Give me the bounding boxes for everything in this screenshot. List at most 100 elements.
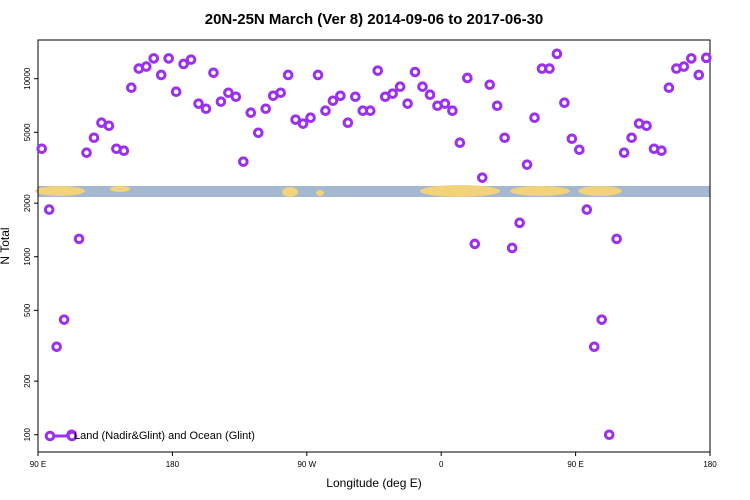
data-point — [312, 69, 324, 81]
legend-marker — [44, 430, 56, 442]
data-point — [566, 133, 578, 145]
x-axis-label: Longitude (deg E) — [326, 476, 421, 490]
data-point — [193, 98, 204, 109]
data-point — [223, 87, 234, 99]
data-point — [178, 58, 189, 70]
data-point — [447, 105, 458, 117]
data-point — [559, 97, 570, 109]
data-point — [678, 61, 690, 72]
data-point — [245, 107, 257, 119]
data-point — [275, 87, 286, 99]
data-point — [163, 53, 174, 64]
data-point — [618, 147, 630, 159]
data-point — [51, 341, 62, 353]
data-point — [663, 82, 675, 94]
data-point — [282, 69, 294, 81]
y-tick-label: 2000 — [23, 194, 32, 212]
x-tick-label: 90 E — [567, 460, 583, 469]
y-tick-label: 100 — [23, 428, 32, 442]
data-point — [103, 120, 115, 132]
map-strip — [35, 185, 710, 197]
data-point — [335, 90, 346, 102]
data-point — [81, 147, 92, 159]
y-tick-label: 1000 — [23, 247, 32, 265]
data-point — [260, 103, 272, 115]
data-point — [58, 314, 70, 325]
x-tick-label: 180 — [166, 460, 180, 469]
y-tick-label: 10000 — [23, 67, 32, 90]
data-point — [611, 233, 622, 245]
plot-frame — [37, 39, 711, 453]
data-point — [626, 132, 637, 144]
x-tick-label: 0 — [439, 460, 444, 469]
data-point — [126, 82, 137, 94]
data-point — [350, 91, 361, 103]
data-point — [514, 217, 525, 229]
data-point — [387, 88, 398, 99]
x-tick-label: 90 W — [297, 460, 316, 469]
data-point — [424, 89, 436, 101]
data-point — [529, 112, 540, 123]
data-point — [521, 159, 533, 170]
data-point — [208, 67, 219, 79]
data-point — [462, 72, 473, 84]
data-point — [588, 341, 600, 353]
data-point — [230, 91, 242, 103]
data-point — [148, 53, 160, 64]
data-point — [364, 105, 376, 117]
chart-title: 20N-25N March (Ver 8) 2014-09-06 to 2017… — [205, 11, 544, 28]
data-point — [200, 103, 212, 115]
data-point — [140, 61, 152, 72]
data-point — [185, 54, 197, 65]
data-point — [603, 429, 615, 441]
data-point — [476, 172, 488, 183]
y-axis-label: N Total — [0, 227, 12, 264]
legend-marker — [66, 430, 78, 442]
data-point — [320, 105, 331, 117]
data-point — [693, 69, 705, 81]
data-point — [402, 98, 413, 109]
legend-label: Land (Nadir&Glint) and Ocean (Glint) — [74, 430, 255, 442]
data-point — [656, 145, 667, 157]
data-point — [581, 204, 593, 215]
data-point — [118, 145, 130, 157]
y-tick-label: 5000 — [23, 123, 32, 141]
y-tick-label: 500 — [23, 303, 32, 317]
x-tick-label: 90 E — [30, 460, 46, 469]
data-point — [305, 112, 316, 123]
data-point — [327, 95, 339, 107]
data-point — [574, 144, 585, 156]
data-point — [484, 79, 496, 91]
data-point — [372, 65, 384, 76]
data-point — [551, 48, 563, 60]
data-point — [686, 53, 697, 64]
data-point — [409, 66, 421, 78]
data-point — [73, 233, 85, 245]
data-point — [499, 132, 510, 144]
data-point — [215, 96, 227, 107]
data-point — [491, 100, 503, 112]
x-tick-label: 180 — [703, 460, 717, 469]
data-point — [596, 314, 608, 325]
data-point — [641, 120, 652, 132]
data-point — [454, 137, 466, 149]
data-point — [544, 63, 555, 74]
y-tick-label: 200 — [23, 374, 32, 388]
data-point — [36, 143, 48, 155]
data-point — [297, 118, 309, 129]
data-point — [506, 242, 518, 254]
data-point — [155, 69, 167, 81]
data-point — [417, 81, 428, 92]
data-point — [252, 127, 264, 139]
data-point — [43, 204, 55, 215]
data-point — [342, 117, 354, 129]
data-point — [469, 238, 481, 250]
data-point — [700, 52, 712, 64]
data-point — [439, 98, 451, 109]
data-point — [394, 81, 406, 92]
data-point — [170, 86, 182, 98]
data-point — [290, 114, 301, 125]
data-point — [238, 156, 249, 167]
data-point — [88, 132, 100, 144]
